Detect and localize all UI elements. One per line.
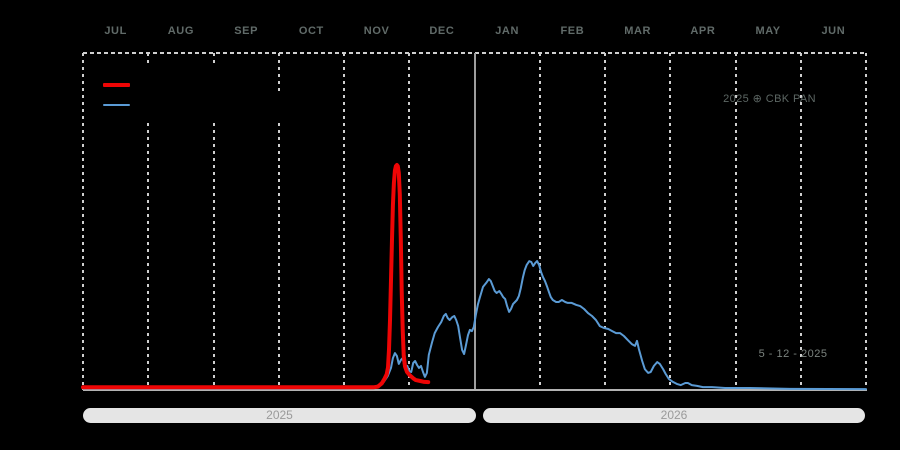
legend-background <box>92 64 270 122</box>
month-label-may: MAY <box>755 25 781 37</box>
legend-red-line-sample <box>103 83 130 87</box>
month-label-dec: DEC <box>429 25 455 37</box>
date-annotation: 5 - 12 - 2025 <box>758 348 828 360</box>
legend-background-extension <box>270 92 315 122</box>
month-label-jul: JUL <box>104 25 127 37</box>
month-gridline <box>538 53 541 390</box>
month-label-mar: MAR <box>624 25 652 37</box>
month-gridline <box>799 53 802 390</box>
month-label-oct: OCT <box>298 25 324 37</box>
month-gridline <box>669 53 672 390</box>
credit-annotation: 2025 ⊕ CBK PAN <box>723 93 816 105</box>
year-bar-2026-label: 2026 <box>660 408 688 422</box>
month-gridline <box>604 53 606 390</box>
year-divider-line <box>473 53 476 390</box>
month-gridline <box>734 53 737 390</box>
month-gridline <box>343 53 345 390</box>
plot-right-border <box>865 53 867 390</box>
plot-left-border <box>82 53 84 390</box>
month-label-aug: AUG <box>167 25 194 37</box>
month-label-jan: JAN <box>495 25 520 37</box>
month-label-sep: SEP <box>234 25 259 37</box>
red-series-line <box>81 163 431 390</box>
year-bar-2025: 2025 <box>83 408 476 423</box>
year-bar-2025-label: 2025 <box>266 408 293 422</box>
year-bar-2026: 2026 <box>483 408 865 423</box>
month-label-jun: JUN <box>821 25 846 37</box>
month-gridline <box>408 53 411 390</box>
month-label-nov: NOV <box>363 25 390 37</box>
month-label-apr: APR <box>690 25 716 37</box>
legend-blue-line-sample <box>103 104 130 106</box>
x-axis-line <box>83 389 867 391</box>
month-label-feb: FEB <box>560 25 585 37</box>
legend <box>95 66 310 122</box>
